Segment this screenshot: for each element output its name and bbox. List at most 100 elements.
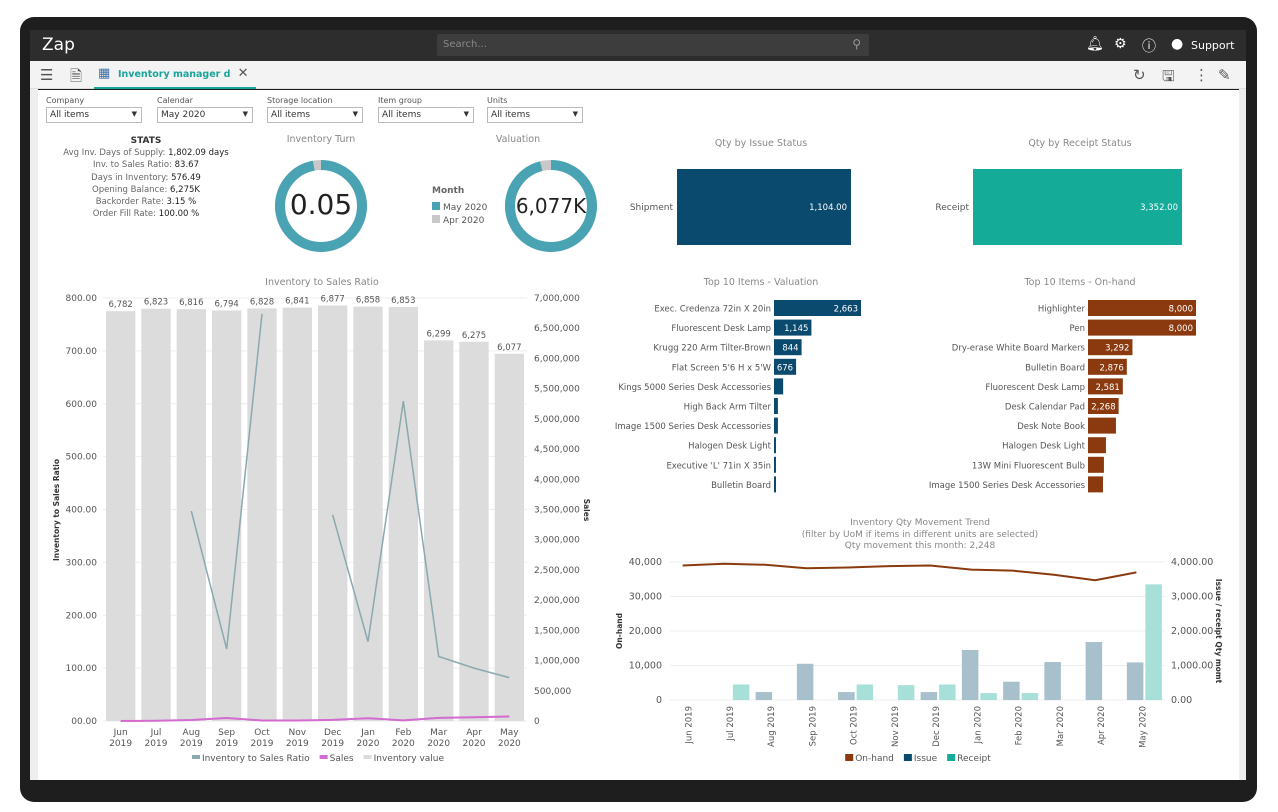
- bar-value-label: 6,077: [497, 343, 521, 353]
- select-value: All items: [271, 110, 311, 120]
- top10-valuation-category: High Back Arm Tilter: [684, 403, 772, 413]
- filter-label: Storage location: [267, 96, 333, 105]
- receipt-status-category: Receipt: [935, 203, 969, 213]
- valuation-value: 6,077K: [515, 194, 587, 218]
- calendar-select[interactable]: May 2020 ▼: [157, 107, 253, 123]
- filter-label: Company: [46, 96, 85, 105]
- x-tick-label: 2020: [463, 739, 486, 749]
- search-icon[interactable]: ⚲: [852, 37, 861, 51]
- bar-value-label: 6,841: [285, 297, 309, 307]
- edit-icon[interactable]: ✎: [1218, 66, 1231, 84]
- legend-label: On-hand: [855, 754, 894, 764]
- support-link[interactable]: Support: [1191, 39, 1235, 52]
- month-legend-title: Month: [432, 186, 465, 196]
- top10-valuation-category: Krugg 220 Arm Tilter-Brown: [653, 344, 771, 354]
- filter-calendar: Calendar May 2020 ▼: [157, 96, 253, 123]
- help-icon[interactable]: ⓘ: [1142, 39, 1156, 55]
- legend-swatch: [903, 754, 912, 761]
- x-tick-label: 2019: [321, 739, 344, 749]
- inventory-value-bar: [353, 306, 383, 721]
- ratio-chart-title: Inventory to Sales Ratio: [265, 277, 379, 288]
- inventory-value-bar: [247, 308, 277, 721]
- movement-chart-title: Inventory Qty Movement Trend (filter by …: [720, 518, 1120, 553]
- app-logo[interactable]: Zap: [42, 35, 75, 55]
- y-tick-label: 40,000: [629, 557, 662, 568]
- x-tick-label: Mar 2020: [1056, 706, 1066, 746]
- item-group-select[interactable]: All items ▼: [378, 107, 474, 123]
- units-select[interactable]: All items ▼: [487, 107, 583, 123]
- user-icon[interactable]: ●: [1171, 36, 1184, 52]
- x-tick-label: Jun: [113, 728, 128, 738]
- stat-label: Inv. to Sales Ratio:: [93, 160, 172, 171]
- top10-onhand-category: Bulletin Board: [1025, 363, 1085, 373]
- y2-tick-label: 0.00: [1171, 695, 1192, 706]
- stat-row: Inv. to Sales Ratio: 83.67: [40, 159, 252, 171]
- gear-icon[interactable]: ⚙: [1114, 36, 1127, 52]
- company-select[interactable]: All items ▼: [46, 107, 142, 123]
- legend-swatch: [432, 202, 440, 210]
- stat-label: Order Fill Rate:: [92, 209, 157, 220]
- refresh-icon[interactable]: ↻: [1133, 66, 1146, 84]
- legend-swatch: [191, 755, 200, 759]
- y-tick-label: 700.00: [66, 347, 98, 357]
- right-gutter: [1239, 89, 1246, 780]
- top10-onhand-category: 13W Mini Fluorescent Bulb: [972, 461, 1085, 471]
- x-tick-label: Nov: [289, 728, 307, 738]
- top10-valuation-bar: [774, 417, 778, 434]
- more-icon[interactable]: ⋮: [1194, 66, 1209, 84]
- legend-may-2020[interactable]: May 2020: [432, 202, 487, 213]
- y2-tick-label: 1,000,000: [534, 657, 580, 667]
- receipt-bar: [980, 693, 997, 700]
- x-tick-label: 2020: [498, 739, 521, 749]
- dropdown-arrow-icon: ▼: [352, 110, 358, 118]
- bell-icon[interactable]: 🔔︎: [1086, 36, 1104, 52]
- top10-onhand-value-label: 2,581: [1095, 383, 1119, 393]
- menu-icon[interactable]: ☰: [40, 66, 54, 84]
- x-tick-label: May: [500, 728, 519, 738]
- legend-label: Receipt: [957, 754, 991, 764]
- storage-location-select[interactable]: All items ▼: [267, 107, 363, 123]
- top10-valuation-category: Executive 'L' 71in X 35in: [666, 461, 771, 471]
- legend-label: Apr 2020: [443, 216, 485, 226]
- y2-tick-label: 7,000,000: [534, 294, 580, 304]
- top10-onhand-bar: [1088, 339, 1133, 356]
- issue-bar: [1044, 662, 1061, 700]
- top10-onhand-bar: [1088, 476, 1103, 493]
- stat-value: 576.49: [171, 172, 201, 183]
- y2-tick-label: 3,500,000: [534, 506, 580, 516]
- y-tick-label: 100.00: [66, 664, 98, 674]
- y-tick-label: 500.00: [66, 453, 98, 463]
- receipt-status-value-label: 3,352.00: [1140, 203, 1178, 213]
- top10-valuation-bar: [774, 437, 776, 454]
- top10-onhand-category: Desk Note Book: [1017, 422, 1085, 432]
- inventory-value-bar: [318, 305, 348, 721]
- save-icon[interactable]: 🖫: [1162, 67, 1175, 85]
- stat-value: 1,802.09 days: [168, 148, 229, 159]
- y2-tick-label: 2,000,000: [534, 596, 580, 606]
- receipt-bar: [897, 685, 915, 700]
- issue-bar: [961, 649, 979, 700]
- close-tab-icon[interactable]: ✕: [237, 66, 249, 81]
- x-tick-label: 2019: [109, 739, 132, 749]
- top10-valuation-category: Image 1500 Series Desk Accessories: [615, 422, 772, 432]
- top10-onhand-bar: [1088, 319, 1196, 336]
- y2-tick-label: 3,000,000: [534, 536, 580, 546]
- select-value: All items: [382, 110, 422, 120]
- search-input[interactable]: Search... ⚲: [437, 34, 869, 56]
- y-tick-label: 10,000: [629, 661, 662, 672]
- movement-subtitle2: Qty movement this month: 2,248: [844, 541, 996, 551]
- tab-inventory-manager[interactable]: ▦ Inventory manager d ✕: [94, 61, 257, 89]
- legend-apr-2020[interactable]: Apr 2020: [432, 215, 484, 226]
- top10-valuation-bar: [774, 476, 776, 493]
- top10-onhand-bar: [1088, 456, 1104, 473]
- top10-valuation-category: Exec. Credenza 72in X 20in: [654, 305, 771, 315]
- top10-onhand-category: Pen: [1070, 324, 1085, 334]
- stat-label: Avg Inv. Days of Supply:: [63, 148, 166, 159]
- top10-valuation-category: Bulletin Board: [711, 481, 771, 491]
- stat-value: 100.00 %: [158, 209, 200, 220]
- filter-item-group: Item group All items ▼: [378, 96, 474, 123]
- filter-label: Calendar: [157, 96, 193, 105]
- new-document-icon[interactable]: 🗎: [70, 67, 83, 85]
- top10-onhand-category: Dry-erase White Board Markers: [952, 344, 1086, 354]
